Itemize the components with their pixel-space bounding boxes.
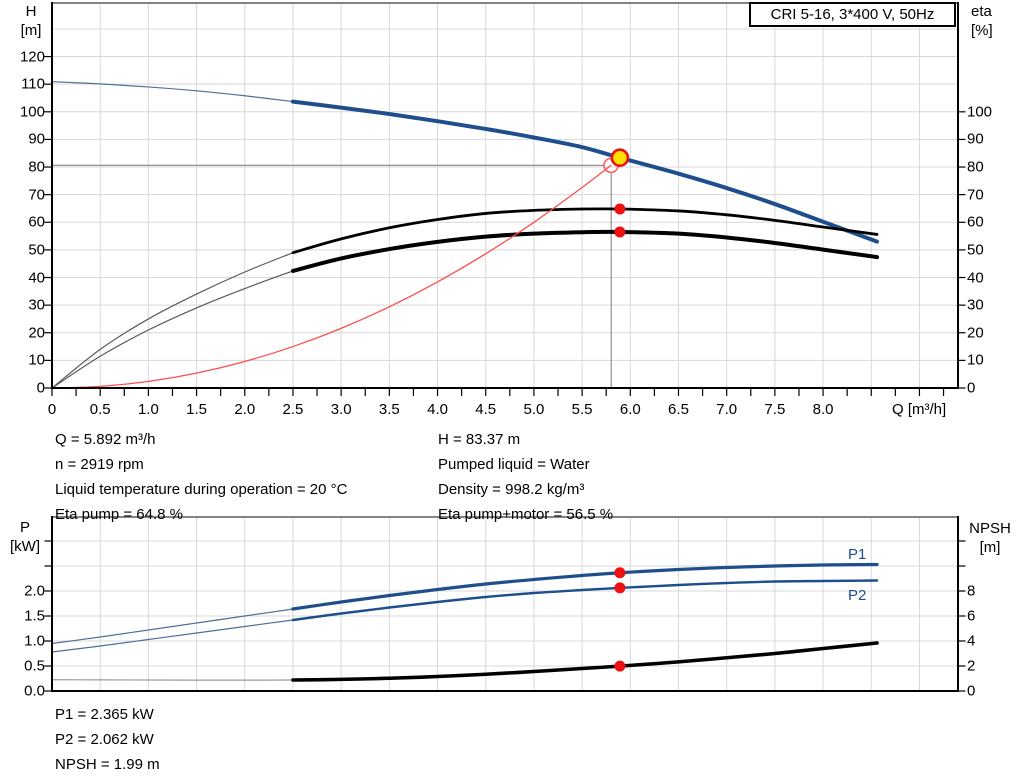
result-line-right-3: Eta pump+motor = 56.5 % xyxy=(438,502,613,527)
p1-curve-label: P1 xyxy=(848,546,866,563)
x-tick-label: 4.0 xyxy=(427,401,448,418)
x-tick-label: 5.0 xyxy=(523,401,544,418)
x-tick-label: 7.0 xyxy=(716,401,737,418)
x-tick-label: 3.0 xyxy=(331,401,352,418)
p1-curve-extension xyxy=(52,609,293,644)
h-tick-label: 90 xyxy=(28,131,45,148)
x-tick-label: 0.5 xyxy=(90,401,111,418)
eta-tick-label: 10 xyxy=(967,352,984,369)
result-line-left-2: Liquid temperature during operation = 20… xyxy=(55,477,347,502)
eta-tick-label: 60 xyxy=(967,214,984,231)
eta-pump-curve-extension xyxy=(52,253,293,388)
eta-tick-label: 50 xyxy=(967,241,984,258)
h-tick-label: 40 xyxy=(28,269,45,286)
h-tick-label: 0 xyxy=(37,380,45,397)
result-line-bottom-2: NPSH = 1.99 m xyxy=(55,752,160,777)
npsh-tick-label: 6 xyxy=(967,608,975,625)
result-line-right-0: H = 83.37 m xyxy=(438,427,613,452)
x-tick-label: 1.0 xyxy=(138,401,159,418)
result-line-left-1: n = 2919 rpm xyxy=(55,452,347,477)
q-axis-title: Q [m³/h] xyxy=(892,401,946,418)
npsh-tick-label: 2 xyxy=(967,658,975,675)
p2-curve-label: P2 xyxy=(848,587,866,604)
eta-pump-motor-curve xyxy=(293,232,877,271)
result-line-left-3: Eta pump = 64.8 % xyxy=(55,502,347,527)
h-axis-title-line1: H xyxy=(16,2,46,21)
p2-curve xyxy=(293,581,877,621)
eta-pump-motor-curve-extension xyxy=(52,271,293,388)
head-curve xyxy=(293,102,877,242)
x-tick-label: 0 xyxy=(48,401,56,418)
result-line-left-0: Q = 5.892 m³/h xyxy=(55,427,347,452)
h-tick-label: 80 xyxy=(28,159,45,176)
x-tick-label: 5.5 xyxy=(572,401,593,418)
eta-tick-label: 70 xyxy=(967,186,984,203)
results-bottom-column: P1 = 2.365 kWP2 = 2.062 kWNPSH = 1.99 m xyxy=(55,702,160,777)
eta-tick-label: 20 xyxy=(967,324,984,341)
x-tick-label: 8.0 xyxy=(813,401,834,418)
p-axis-title-line2: [kW] xyxy=(6,537,44,556)
x-tick-label: 6.0 xyxy=(620,401,641,418)
eta-axis-title: eta [%] xyxy=(971,2,1007,40)
p-tick-label: 1.5 xyxy=(24,608,45,625)
result-line-bottom-1: P2 = 2.062 kW xyxy=(55,727,160,752)
x-tick-label: 3.5 xyxy=(379,401,400,418)
eta-axis-title-line2: [%] xyxy=(971,21,1007,40)
npsh-axis-title: NPSH [m] xyxy=(963,519,1017,557)
x-tick-label: 6.5 xyxy=(668,401,689,418)
npsh-axis-title-line2: [m] xyxy=(963,538,1017,557)
h-tick-label: 30 xyxy=(28,297,45,314)
npsh-tick-label: 8 xyxy=(967,583,975,600)
result-line-right-2: Density = 998.2 kg/m³ xyxy=(438,477,613,502)
eta-tick-label: 90 xyxy=(967,131,984,148)
x-tick-label: 4.5 xyxy=(475,401,496,418)
h-tick-label: 110 xyxy=(21,76,45,93)
npsh-axis-title-line1: NPSH xyxy=(963,519,1017,538)
p-tick-label: 0.0 xyxy=(24,683,45,700)
h-tick-label: 60 xyxy=(28,214,45,231)
npsh-tick-label: 0 xyxy=(967,683,975,700)
p1-curve xyxy=(293,565,877,610)
duty-point-marker[interactable] xyxy=(612,150,628,166)
npsh-tick-label: 4 xyxy=(967,633,975,650)
eta-tick-label: 30 xyxy=(967,297,984,314)
p-tick-label: 2.0 xyxy=(24,583,45,600)
npsh-curve xyxy=(293,643,877,680)
pump-designation-box: CRI 5-16, 3*400 V, 50Hz xyxy=(749,2,956,27)
h-tick-label: 20 xyxy=(28,324,45,341)
p1-dot xyxy=(614,567,625,578)
p-axis-title: P [kW] xyxy=(6,518,44,556)
h-tick-label: 10 xyxy=(28,352,45,369)
eta-axis-title-line1: eta xyxy=(971,2,1007,21)
system-curve xyxy=(52,165,611,388)
p-tick-label: 1.0 xyxy=(24,633,45,650)
result-line-bottom-0: P1 = 2.365 kW xyxy=(55,702,160,727)
eta-pump-motor-dot xyxy=(614,226,625,237)
x-tick-label: 2.0 xyxy=(234,401,255,418)
pump-performance-panel: H [m] eta [%] Q [m³/h] P [kW] NPSH [m] C… xyxy=(0,0,1024,781)
p2-dot xyxy=(614,582,625,593)
x-tick-label: 2.5 xyxy=(283,401,304,418)
npsh-dot xyxy=(614,661,625,672)
results-left-column: Q = 5.892 m³/hn = 2919 rpmLiquid tempera… xyxy=(55,427,347,527)
pump-curves-svg xyxy=(0,0,1024,781)
h-tick-label: 50 xyxy=(28,241,45,258)
results-right-column: H = 83.37 mPumped liquid = WaterDensity … xyxy=(438,427,613,527)
x-tick-label: 7.5 xyxy=(764,401,785,418)
h-tick-label: 120 xyxy=(20,48,45,65)
h-axis-title-line2: [m] xyxy=(16,21,46,40)
eta-pump-dot xyxy=(614,204,625,215)
eta-tick-label: 100 xyxy=(967,103,992,120)
eta-tick-label: 0 xyxy=(967,380,975,397)
eta-tick-label: 80 xyxy=(967,159,984,176)
eta-tick-label: 40 xyxy=(967,269,984,286)
p-tick-label: 0.5 xyxy=(24,658,45,675)
p2-curve-extension xyxy=(52,620,293,652)
h-tick-label: 100 xyxy=(20,103,45,120)
x-tick-label: 1.5 xyxy=(186,401,207,418)
p-axis-title-line1: P xyxy=(6,518,44,537)
h-tick-label: 70 xyxy=(28,186,45,203)
result-line-right-1: Pumped liquid = Water xyxy=(438,452,613,477)
h-axis-title: H [m] xyxy=(16,2,46,40)
